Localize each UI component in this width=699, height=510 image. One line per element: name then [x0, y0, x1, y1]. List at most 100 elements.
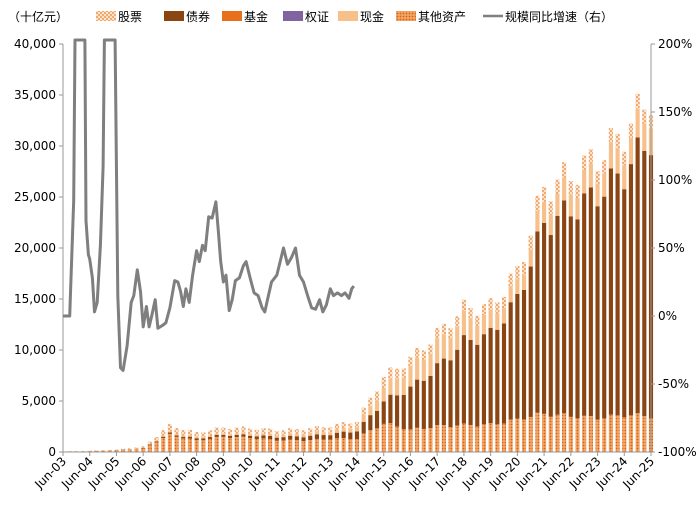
bar-other — [462, 423, 466, 452]
bar-stock — [515, 266, 519, 279]
bar-stock — [595, 171, 599, 184]
bar-other — [148, 445, 152, 452]
bar-bond — [489, 328, 493, 423]
bar-bond — [642, 151, 646, 416]
bars-layer — [61, 94, 653, 452]
bar-bond — [549, 235, 553, 417]
bar-cash — [602, 173, 606, 196]
bar-stock — [582, 155, 586, 169]
bar-stock — [248, 429, 252, 434]
bar-bond — [255, 436, 259, 439]
bar-stock — [114, 449, 118, 450]
bar-cash — [288, 433, 292, 436]
bar-stock — [175, 428, 179, 434]
bar-stock — [622, 152, 626, 165]
bar-bond — [295, 436, 299, 440]
bar-cash — [221, 433, 225, 434]
bar-bond — [582, 193, 586, 415]
bar-stock — [388, 367, 392, 378]
bar-other — [609, 415, 613, 452]
bar-stock — [462, 300, 466, 311]
bar-cash — [181, 435, 185, 436]
bar-cash — [569, 195, 573, 217]
bar-cash — [215, 433, 219, 435]
bar-other — [268, 439, 272, 452]
bar-bond — [248, 436, 252, 438]
bar-stock — [502, 297, 506, 308]
legend-swatch-other — [396, 11, 416, 21]
bar-other — [569, 417, 573, 452]
bar-cash — [482, 315, 486, 334]
bar-other — [595, 420, 599, 452]
bar-stock — [235, 427, 239, 433]
bar-other — [435, 425, 439, 452]
bar-other — [221, 437, 225, 452]
bar-cash — [629, 138, 633, 164]
y-right-tick-label: 50% — [658, 241, 685, 255]
bar-cash — [295, 434, 299, 437]
bar-stock — [629, 124, 633, 138]
bar-other — [642, 416, 646, 452]
bar-other — [495, 424, 499, 452]
bar-bond — [308, 436, 312, 440]
bar-stock — [448, 328, 452, 338]
bar-stock — [255, 430, 259, 435]
y-left-tick-label: 25,000 — [14, 190, 56, 204]
bar-other — [328, 440, 332, 452]
bar-other — [388, 423, 392, 452]
bar-other — [355, 439, 359, 452]
bar-stock — [428, 345, 432, 354]
bar-stock — [408, 357, 412, 366]
bar-bond — [275, 438, 279, 441]
bar-other — [636, 413, 640, 452]
bar-cash — [268, 434, 272, 436]
bar-stock — [141, 446, 145, 447]
bar-other — [295, 440, 299, 452]
y-left-unit-label: （十亿元） — [8, 9, 68, 24]
bar-cash — [228, 435, 232, 436]
bar-other — [235, 437, 239, 452]
bar-bond — [509, 302, 513, 419]
bar-bond — [428, 376, 432, 428]
bar-other — [175, 437, 179, 452]
legend-item-bond: 债券 — [164, 9, 210, 24]
bar-bond — [228, 436, 232, 438]
y-left-tick-label: 35,000 — [14, 88, 56, 102]
bar-cash — [188, 435, 192, 437]
y-left-tick-label: 40,000 — [14, 37, 56, 51]
bar-other — [408, 429, 412, 452]
bar-bond — [535, 231, 539, 412]
bar-bond — [208, 437, 212, 439]
bar-cash — [616, 148, 620, 173]
bar-stock — [181, 430, 185, 435]
bar-bond — [368, 415, 372, 430]
bar-cash — [154, 441, 158, 442]
bar-bond — [575, 219, 579, 418]
bar-bond — [589, 187, 593, 416]
bar-cash — [428, 354, 432, 376]
bar-other — [402, 429, 406, 452]
bar-cash — [475, 326, 479, 345]
bar-bond — [475, 345, 479, 427]
bar-other — [616, 415, 620, 452]
y-left-tick-label: 15,000 — [14, 292, 56, 306]
bar-stock — [128, 448, 132, 449]
bar-stock — [395, 369, 399, 379]
legend-item-fund: 基金 — [222, 9, 268, 24]
bar-other — [261, 438, 265, 452]
bar-other — [582, 416, 586, 452]
bar-cash — [448, 338, 452, 360]
bar-cash — [636, 109, 640, 138]
bar-cash — [642, 123, 646, 150]
bar-cash — [255, 435, 259, 437]
bar-stock — [442, 324, 446, 334]
y-right-tick-label: -50% — [658, 377, 689, 391]
bar-other — [322, 440, 326, 452]
bar-stock — [495, 303, 499, 314]
bar-other — [375, 428, 379, 452]
bar-bond — [462, 335, 466, 423]
bar-stock — [148, 441, 152, 444]
bar-other — [161, 438, 165, 452]
bar-cash — [362, 415, 366, 422]
legend-swatch-stock — [96, 11, 116, 21]
